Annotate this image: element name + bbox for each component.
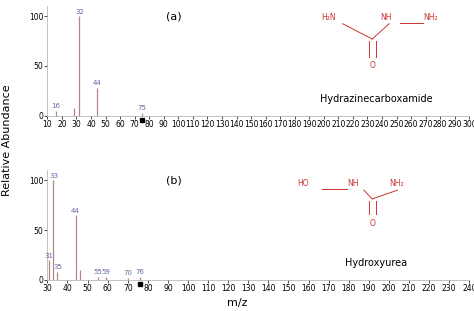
Text: 75: 75 [137,105,146,111]
Text: O: O [369,219,375,228]
Text: 59: 59 [101,269,110,276]
Text: 31: 31 [45,253,54,258]
Text: 44: 44 [71,208,80,214]
Text: Hydrazinecarboxamide: Hydrazinecarboxamide [320,94,433,104]
Text: m/z: m/z [227,298,247,308]
Text: 44: 44 [92,80,101,86]
Text: 33: 33 [49,173,58,179]
Text: 35: 35 [53,264,62,271]
Text: 70: 70 [123,271,132,276]
Text: 55: 55 [93,269,102,276]
Text: NH₂: NH₂ [423,12,438,21]
Text: Relative Abundance: Relative Abundance [2,84,12,196]
Text: 16: 16 [52,103,61,109]
Text: NH: NH [347,179,358,188]
Text: Hydroxyurea: Hydroxyurea [346,258,408,268]
Text: HO: HO [297,179,309,188]
Text: (b): (b) [165,176,181,186]
Text: NH₂: NH₂ [389,179,404,188]
Text: 32: 32 [75,9,84,15]
Text: (a): (a) [165,12,181,22]
Text: NH: NH [381,12,392,21]
Text: H₂N: H₂N [322,12,337,21]
Text: O: O [369,61,375,70]
Text: 76: 76 [135,269,144,276]
